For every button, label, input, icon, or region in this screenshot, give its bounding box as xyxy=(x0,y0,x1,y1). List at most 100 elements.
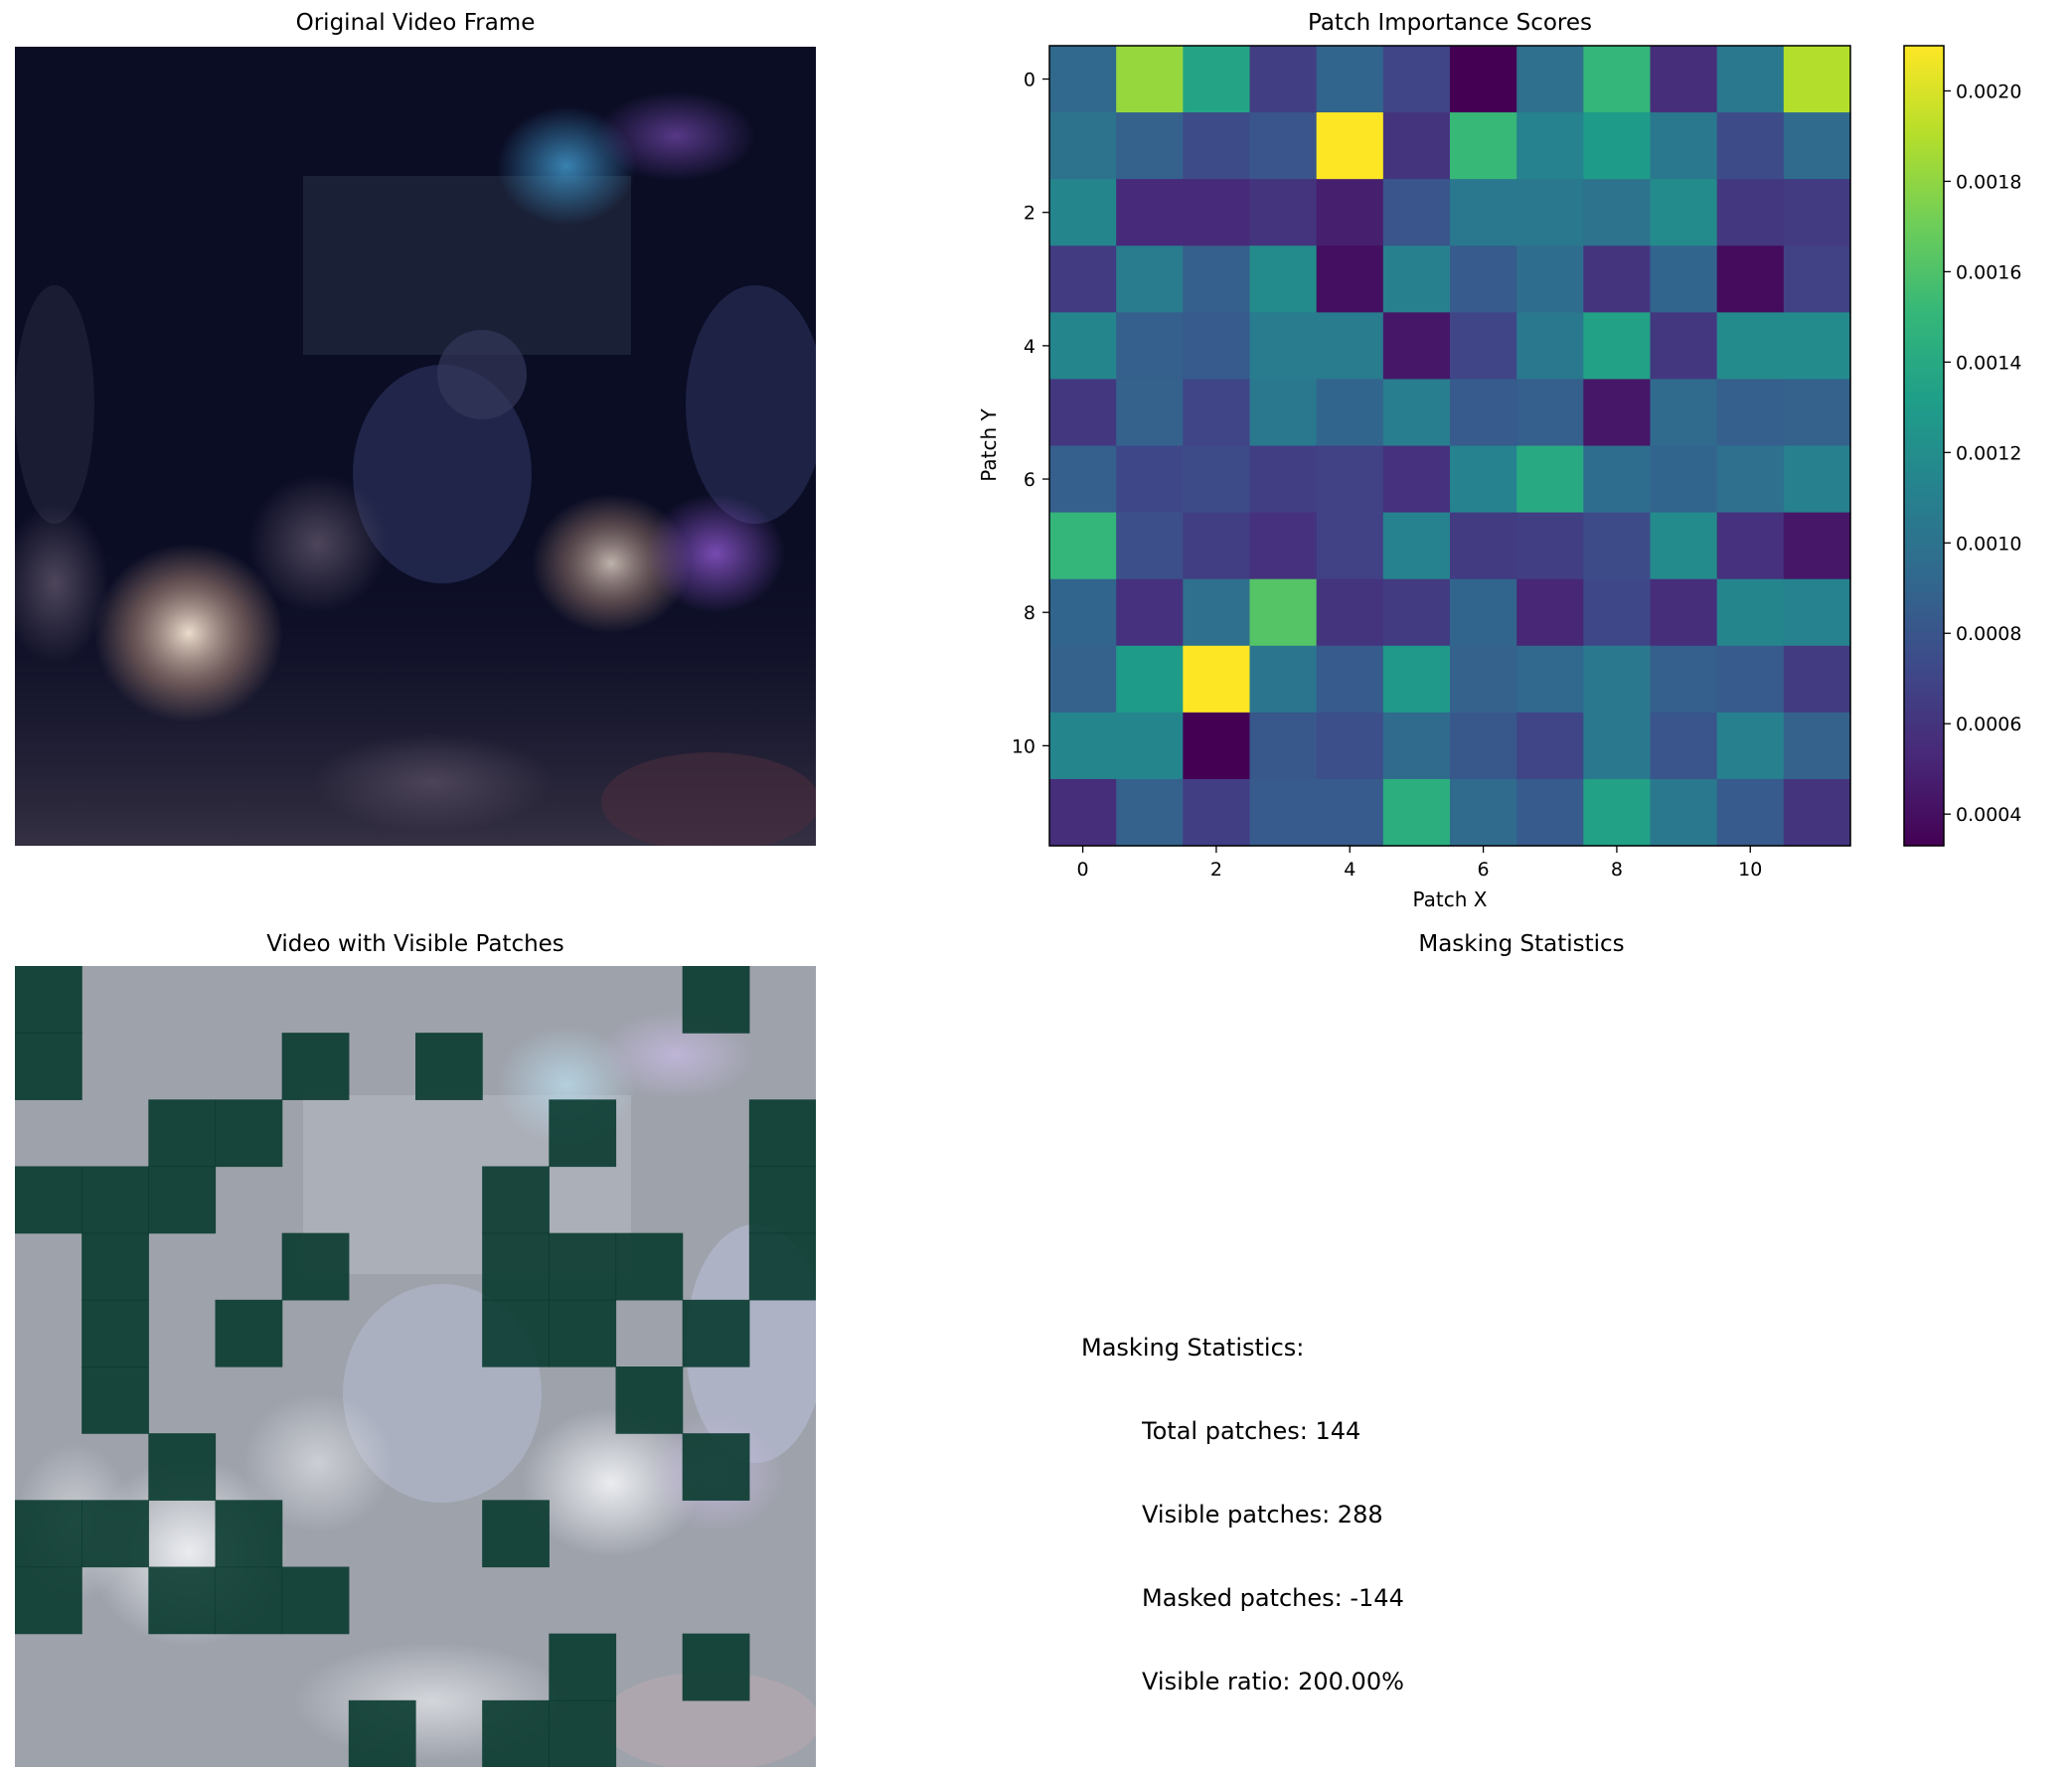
visible-patch xyxy=(148,1566,217,1635)
heatmap-cell xyxy=(1183,445,1251,514)
heatmap-cell xyxy=(1650,245,1718,313)
visible-patch xyxy=(482,1500,550,1568)
heatmap-cell xyxy=(1049,778,1117,847)
heatmap-cell xyxy=(1716,512,1785,580)
heatmap-cell xyxy=(1249,645,1318,714)
heatmap-cell xyxy=(1516,46,1584,113)
x-tick-label: 6 xyxy=(1478,859,1490,881)
heatmap-cell xyxy=(1116,512,1184,580)
heatmap-cell xyxy=(1516,445,1584,514)
heatmap-cell xyxy=(1516,712,1584,780)
heatmap-cell xyxy=(1116,645,1184,714)
heatmap-cell xyxy=(1583,245,1652,313)
heatmap-cell xyxy=(1049,245,1117,313)
heatmap-cell xyxy=(1516,778,1584,847)
heatmap-cell xyxy=(1783,312,1851,381)
heatmap-cell xyxy=(1716,445,1785,514)
y-tick-label: 10 xyxy=(1012,735,1036,757)
visible-patch xyxy=(15,1166,82,1234)
heatmap-cell xyxy=(1650,778,1718,847)
heatmap-cell xyxy=(1783,379,1851,447)
heatmap-cell xyxy=(1316,112,1384,180)
heatmap-cell xyxy=(1783,112,1851,180)
visible-patch xyxy=(281,1232,350,1301)
heatmap-cell xyxy=(1450,645,1517,714)
visible-patch xyxy=(281,1033,350,1100)
visible-patch xyxy=(748,1166,816,1234)
visible-patch xyxy=(748,1232,816,1301)
heatmap-cell xyxy=(1516,512,1584,580)
heatmap-cell xyxy=(1716,46,1785,113)
heatmap-cell xyxy=(1316,445,1384,514)
heatmap-cell xyxy=(1249,712,1318,780)
heatmap-cell xyxy=(1049,578,1117,647)
heatmap-cell xyxy=(1450,245,1517,313)
heatmap-cell xyxy=(1249,112,1318,180)
y-tick-label: 8 xyxy=(1024,602,1036,624)
original-frame-scene xyxy=(15,47,816,846)
colorbar-tick-label: 0.0004 xyxy=(1956,804,2021,826)
heatmap-cell xyxy=(1650,445,1718,514)
visible-patch xyxy=(81,1299,149,1368)
heatmap-cell xyxy=(1049,179,1117,246)
visible-patch xyxy=(148,1166,217,1234)
visible-patch xyxy=(15,966,82,1034)
heatmap-cell xyxy=(1650,179,1718,246)
heatmap-cell xyxy=(1183,46,1251,113)
heatmap-cell xyxy=(1583,112,1652,180)
visible-patch xyxy=(682,1299,750,1368)
heatmap-cell xyxy=(1249,312,1318,381)
heatmap-cell xyxy=(1783,245,1851,313)
x-tick-label: 2 xyxy=(1210,859,1222,881)
heatmap-cell xyxy=(1450,112,1517,180)
visible-patch xyxy=(15,1566,82,1635)
visible-patch xyxy=(549,1299,617,1368)
heatmap-cell xyxy=(1049,645,1117,714)
colorbar-tick-label: 0.0012 xyxy=(1956,442,2021,464)
visible-patch xyxy=(549,1699,617,1767)
visible-patch xyxy=(81,1367,149,1434)
heatmap-cell xyxy=(1382,46,1451,113)
heatmap-cell xyxy=(1650,46,1718,113)
heatmap-cell xyxy=(1450,712,1517,780)
visible-patch xyxy=(215,1566,283,1635)
heatmap-cell xyxy=(1450,379,1517,447)
heatmap-cell xyxy=(1382,645,1451,714)
heatmap-cell xyxy=(1183,112,1251,180)
colorbar xyxy=(1903,45,1945,847)
heatmap-cell xyxy=(1382,312,1451,381)
heatmap-cell xyxy=(1450,512,1517,580)
y-tick-label: 2 xyxy=(1024,203,1036,225)
heatmap-cell xyxy=(1049,512,1117,580)
heatmap-cell xyxy=(1450,312,1517,381)
heatmap-cell xyxy=(1450,46,1517,113)
heatmap-cell xyxy=(1783,645,1851,714)
visible-patch xyxy=(15,1033,82,1100)
heatmap-cell xyxy=(1516,179,1584,246)
heatmap-cell xyxy=(1450,179,1517,246)
heatmap-cell xyxy=(1716,312,1785,381)
original-video-frame-image xyxy=(15,47,816,846)
heatmap-cell xyxy=(1116,712,1184,780)
heatmap-cell xyxy=(1116,112,1184,180)
heatmap-cell xyxy=(1116,312,1184,381)
heatmap-cell xyxy=(1783,445,1851,514)
heatmap-cell xyxy=(1516,645,1584,714)
heatmap-cell xyxy=(1650,312,1718,381)
heatmap-cell xyxy=(1516,379,1584,447)
visible-patch xyxy=(615,1232,684,1301)
heatmap-cell xyxy=(1382,179,1451,246)
heatmap-x-axis-label: Patch X xyxy=(1413,887,1488,911)
heatmap-cell xyxy=(1116,245,1184,313)
heatmap-cell xyxy=(1650,578,1718,647)
heatmap-cell xyxy=(1316,512,1384,580)
visible-patch xyxy=(615,1367,684,1434)
visible-patch xyxy=(81,1232,149,1301)
heatmap-cell xyxy=(1249,179,1318,246)
heatmap-cell xyxy=(1382,778,1451,847)
visible-patch xyxy=(682,1633,750,1701)
masked-frame-scene xyxy=(15,966,816,1767)
heatmap-cell xyxy=(1249,578,1318,647)
heatmap-cell xyxy=(1716,245,1785,313)
heatmap-cell xyxy=(1583,445,1652,514)
